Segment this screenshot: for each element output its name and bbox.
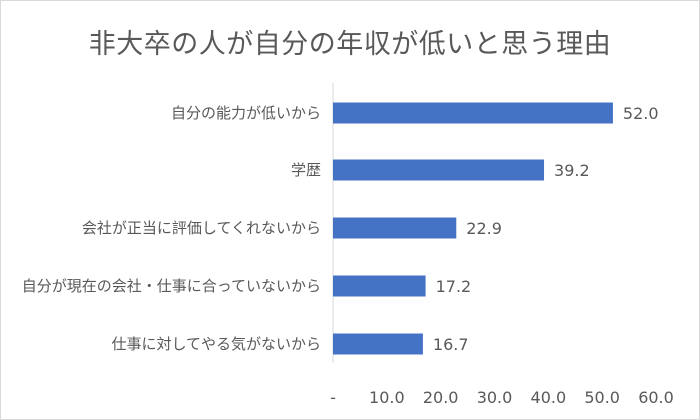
data-label: 52.0 (623, 104, 659, 123)
category-label: 自分が現在の会社・仕事に合っていないから (22, 277, 321, 295)
category-label: 学歴 (291, 161, 321, 179)
x-tick-label: 60.0 (638, 388, 674, 407)
x-tick-label: 30.0 (477, 388, 513, 407)
data-label: 39.2 (554, 161, 590, 180)
category-label: 会社が正当に評価してくれないから (82, 219, 321, 237)
chart-title: 非大卒の人が自分の年収が低いと思う理由 (88, 29, 612, 60)
bar (333, 159, 545, 181)
x-tick-label: 50.0 (584, 388, 620, 407)
x-tick-label: 40.0 (531, 388, 567, 407)
bar (333, 333, 423, 355)
data-label: 22.9 (466, 219, 502, 238)
bar (333, 102, 613, 124)
category-label: 仕事に対してやる気がないから (111, 335, 321, 353)
bar (333, 275, 426, 297)
x-tick-label: - (330, 388, 336, 407)
category-label: 自分の能力が低いから (171, 104, 321, 122)
data-label: 17.2 (436, 277, 472, 296)
data-label: 16.7 (433, 335, 469, 354)
x-tick-label: 20.0 (423, 388, 459, 407)
x-tick-label: 10.0 (369, 388, 405, 407)
bar (333, 217, 457, 239)
